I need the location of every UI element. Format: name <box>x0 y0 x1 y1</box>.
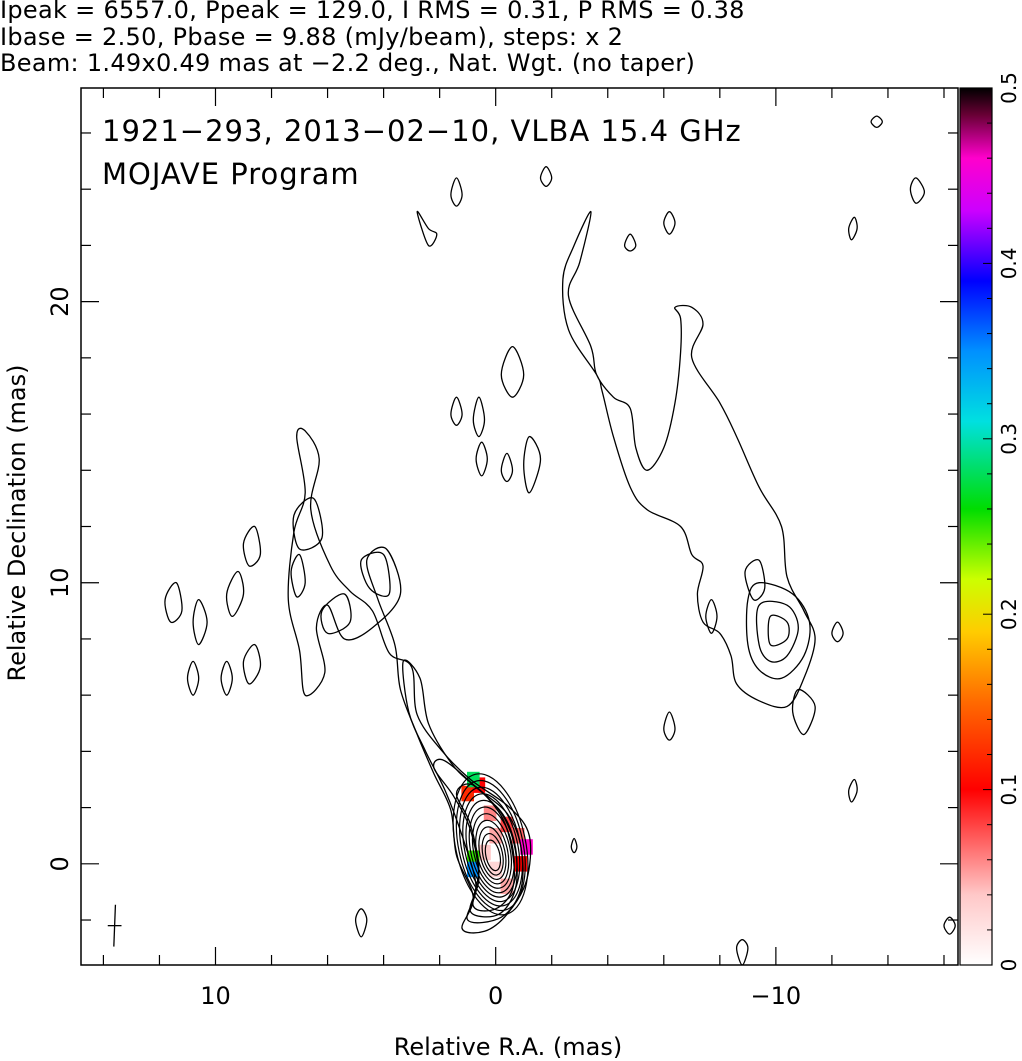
header-line-1: Ipeak = 6557.0, Ppeak = 129.0, I RMS = 0… <box>0 0 745 24</box>
contour-island-25 <box>570 837 578 854</box>
contour-island-12 <box>472 396 486 438</box>
contour-west-knot-1 <box>745 582 811 680</box>
y-tick-label: 20 <box>46 286 74 317</box>
core-contour <box>478 826 507 880</box>
contour-island-21 <box>663 211 676 235</box>
core-contour <box>481 832 504 876</box>
core-contour <box>452 773 529 916</box>
core-contour <box>459 786 524 907</box>
y-axis-ticks: 0 10 20 <box>46 132 958 921</box>
contour-island-18 <box>663 711 676 741</box>
contour-knot-b <box>320 593 352 635</box>
contour-island-29 <box>705 598 718 634</box>
core-contour <box>462 793 521 903</box>
contour-island-24 <box>870 115 883 129</box>
contour-jet-west <box>561 211 816 709</box>
contour-island-19 <box>791 688 816 736</box>
contour-island-1 <box>290 553 306 598</box>
contour-west-knot-2 <box>755 600 799 663</box>
contour-island-31 <box>943 916 956 935</box>
x-axis-ticks: 10 0 −10 <box>102 88 945 1010</box>
contour-knot-c <box>292 497 324 551</box>
y-tick-label: 0 <box>46 856 74 871</box>
colorbar-tick-label: 0.5 <box>997 72 1021 104</box>
contour-knot-a <box>360 551 391 597</box>
contour-island-5 <box>164 581 183 624</box>
contour-island-26 <box>847 216 858 241</box>
contour-island-9 <box>416 210 438 247</box>
contour-island-15 <box>523 435 542 494</box>
header-line-2: Ibase = 2.50, Pbase = 9.88 (mJy/beam), s… <box>0 23 624 51</box>
contour-island-4 <box>192 598 208 646</box>
core-contour <box>455 779 526 912</box>
contour-island-17 <box>354 908 368 938</box>
y-axis-label: Relative Declination (mas) <box>3 364 31 681</box>
contour-island-10 <box>450 177 463 207</box>
contour-island-7 <box>220 660 233 696</box>
chart-title: 1921−293, 2013−02−10, VLBA 15.4 GHz <box>102 114 742 148</box>
polarization-pixel <box>478 844 491 861</box>
contour-island-23 <box>539 166 553 188</box>
contour-island-20 <box>831 621 844 643</box>
y-tick-label: 10 <box>46 567 74 598</box>
contour-island-30 <box>735 939 749 965</box>
x-tick-label: 0 <box>488 982 503 1010</box>
polarization-pixel <box>489 828 502 844</box>
contour-island-28 <box>847 778 858 803</box>
core-contour <box>475 819 510 885</box>
contour-island-13 <box>475 441 488 477</box>
contour-island-6 <box>186 660 200 696</box>
beam-marker <box>107 904 122 947</box>
core-contour <box>465 799 518 898</box>
contour-main-jet <box>287 427 532 934</box>
contour-island-14 <box>500 452 514 483</box>
chart-subtitle: MOJAVE Program <box>102 157 360 191</box>
x-axis-label: Relative R.A. (mas) <box>394 1033 622 1061</box>
contour-west-knot-3 <box>767 614 790 647</box>
colorbar-tick-label: 0.2 <box>997 598 1021 630</box>
core-contour <box>484 839 502 872</box>
contour-island-2 <box>242 525 262 567</box>
colorbar-ticks: 0 0.1 0.2 0.3 0.4 0.5 <box>983 72 1021 971</box>
header-line-3: Beam: 1.49x0.49 mas at −2.2 deg., Nat. W… <box>0 49 696 77</box>
contour-island-3 <box>225 570 245 618</box>
x-tick-label: −10 <box>751 982 802 1010</box>
contour-island-11 <box>450 396 463 426</box>
contour-island-16 <box>500 345 525 398</box>
colorbar-tick-label: 0 <box>997 959 1021 972</box>
colorbar-tick-label: 0.3 <box>997 423 1021 455</box>
contour-island-8 <box>242 643 262 685</box>
x-tick-label: 10 <box>200 982 231 1010</box>
core-contour <box>471 813 513 889</box>
colorbar-tick-label: 0.4 <box>997 247 1021 279</box>
core-contour <box>468 806 515 894</box>
contour-knot-west-d <box>744 558 766 601</box>
colorbar-tick-label: 0.1 <box>997 774 1021 806</box>
colorbar <box>959 87 993 966</box>
contour-island-22 <box>623 233 637 252</box>
contour-layer <box>164 115 956 965</box>
contour-island-27 <box>909 177 926 204</box>
